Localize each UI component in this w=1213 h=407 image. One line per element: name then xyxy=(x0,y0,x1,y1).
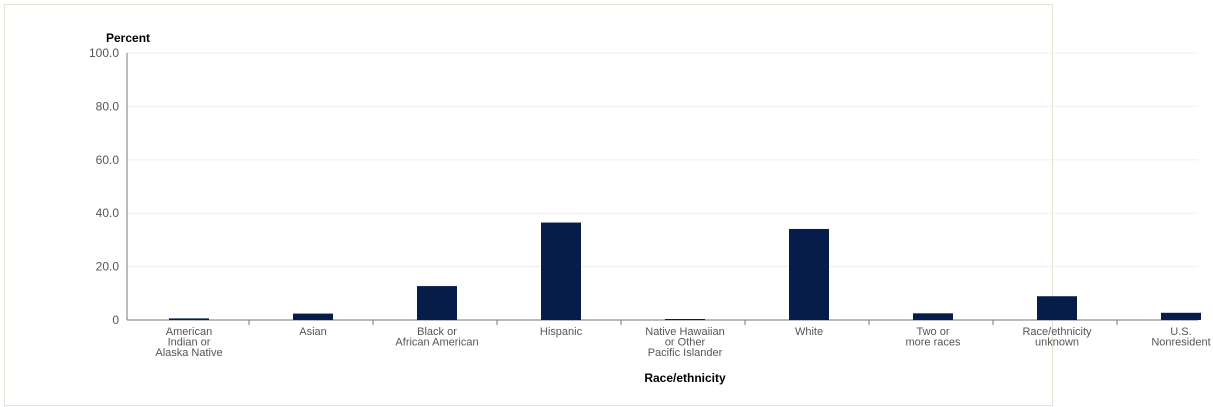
y-tick-label: 20.0 xyxy=(96,260,120,274)
axes xyxy=(126,53,1198,325)
y-tick-label: 40.0 xyxy=(96,206,120,220)
bar[interactable] xyxy=(913,313,953,320)
x-category-label: Hispanic xyxy=(540,326,583,338)
y-tick-label: 60.0 xyxy=(96,153,120,167)
x-category-label: Asian xyxy=(299,326,327,338)
y-tick-label: 0 xyxy=(112,313,119,327)
bars xyxy=(169,222,1201,320)
x-category-label: Black or African American xyxy=(395,326,478,349)
chart-frame xyxy=(4,4,1053,406)
bar[interactable] xyxy=(417,286,457,320)
x-category-label: Two or more races xyxy=(905,326,961,349)
x-axis-title: Race/ethnicity xyxy=(644,371,726,385)
x-category-label: White xyxy=(795,326,823,338)
bar[interactable] xyxy=(789,228,829,320)
gridlines xyxy=(127,52,1198,268)
x-category-label: American Indian or Alaska Native xyxy=(155,326,222,359)
bar[interactable] xyxy=(665,319,705,320)
y-tick-label: 100.0 xyxy=(89,46,119,60)
labels: 0 20.0 40.0 60.0 80.0 100.0 American Indian or A… xyxy=(89,46,1211,359)
bar[interactable] xyxy=(1161,312,1201,320)
bar[interactable] xyxy=(169,318,209,320)
y-axis-title: Percent xyxy=(106,31,150,45)
x-category-label: U.S. Nonresident xyxy=(1151,326,1210,349)
bar[interactable] xyxy=(1037,296,1077,320)
x-category-label: Race/ethnicity unknown xyxy=(1022,326,1092,349)
bar[interactable] xyxy=(541,222,581,320)
bar[interactable] xyxy=(293,313,333,320)
y-tick-label: 80.0 xyxy=(96,99,120,113)
x-category-label: Native Hawaiian or Other Pacific Islander xyxy=(645,326,724,359)
